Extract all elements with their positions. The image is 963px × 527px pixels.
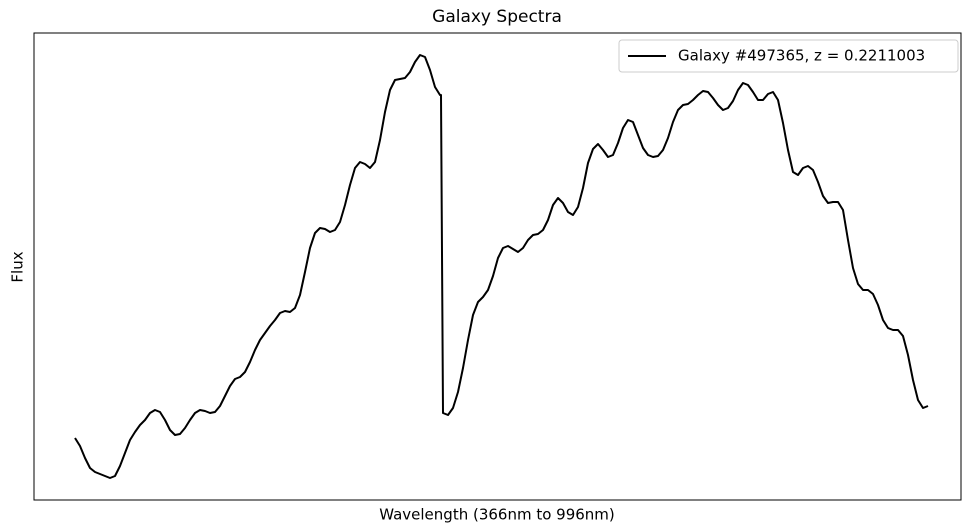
plot-frame [33, 32, 962, 501]
legend-label: Galaxy #497365, z = 0.2211003 [678, 47, 925, 65]
chart-title: Galaxy Spectra [432, 7, 562, 27]
legend-box [618, 39, 959, 73]
x-axis-label: Wavelength (366nm to 996nm) [379, 506, 615, 524]
spectrum-line [74, 54, 929, 479]
y-axis-label: Flux [9, 251, 27, 282]
